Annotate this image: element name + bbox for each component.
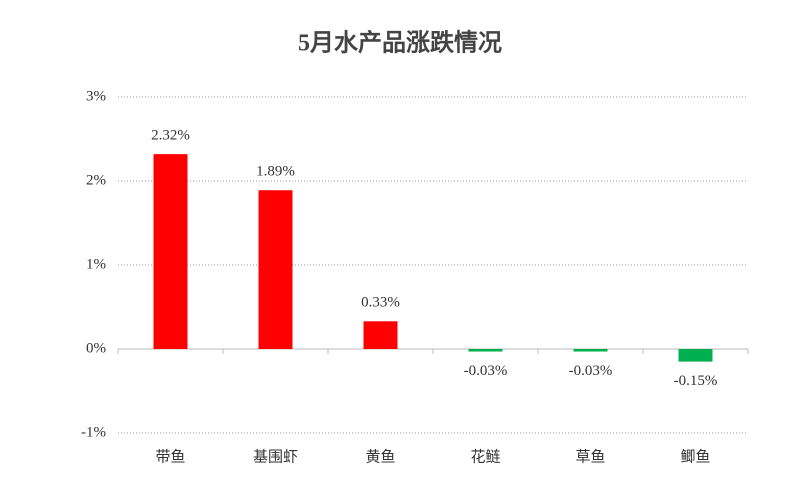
y-tick-label: 2% (86, 172, 106, 188)
bar (468, 349, 503, 352)
value-label: -0.15% (674, 373, 718, 389)
value-label: 1.89% (256, 164, 295, 180)
value-label: 2.32% (151, 128, 190, 144)
bar (258, 190, 293, 349)
bar (153, 154, 188, 349)
y-tick-label: 3% (86, 88, 106, 104)
x-tick-label: 鲫鱼 (680, 447, 710, 465)
y-tick-label: 0% (86, 340, 106, 356)
value-label: 0.33% (361, 295, 400, 311)
bar (363, 321, 398, 349)
x-tick-label: 基围虾 (253, 448, 298, 465)
value-label: -0.03% (464, 363, 508, 379)
y-tick-label: 1% (86, 256, 106, 272)
x-tick-label: 草鱼 (575, 447, 605, 465)
x-tick-label: 黄鱼 (365, 447, 395, 465)
x-tick-label: 花鲢 (470, 448, 500, 465)
value-label: -0.03% (569, 363, 613, 379)
x-tick-label: 带鱼 (155, 447, 185, 465)
chart-title: 5月水产品涨跌情况 (298, 29, 502, 57)
y-tick-label: -1% (81, 424, 106, 440)
bar (678, 349, 713, 362)
bar (573, 349, 608, 352)
